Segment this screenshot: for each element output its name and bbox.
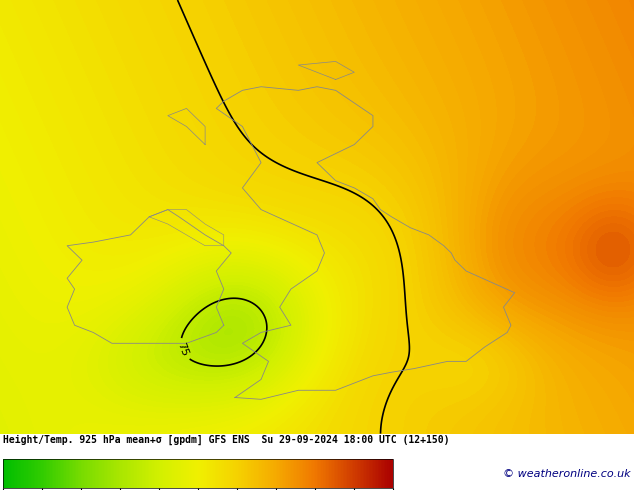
- Text: 75: 75: [175, 342, 189, 358]
- Text: © weatheronline.co.uk: © weatheronline.co.uk: [503, 469, 631, 479]
- Text: Height/Temp. 925 hPa mean+σ [gpdm] GFS ENS  Su 29-09-2024 18:00 UTC (12+150): Height/Temp. 925 hPa mean+σ [gpdm] GFS E…: [3, 435, 450, 445]
